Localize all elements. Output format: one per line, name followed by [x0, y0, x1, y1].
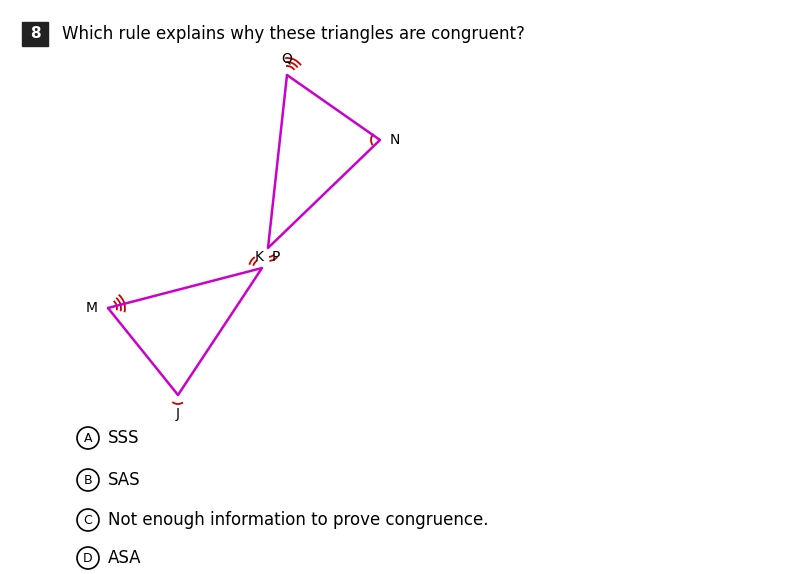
Text: C: C — [84, 514, 92, 526]
Text: 8: 8 — [30, 26, 40, 41]
Text: D: D — [83, 552, 93, 564]
Text: K: K — [255, 250, 264, 264]
Text: Which rule explains why these triangles are congruent?: Which rule explains why these triangles … — [62, 25, 525, 43]
Text: J: J — [176, 407, 180, 421]
Text: Q: Q — [282, 51, 293, 65]
Text: P: P — [272, 250, 280, 264]
Text: Not enough information to prove congruence.: Not enough information to prove congruen… — [108, 511, 489, 529]
Text: M: M — [86, 301, 98, 315]
FancyBboxPatch shape — [22, 22, 48, 46]
Text: ASA: ASA — [108, 549, 142, 567]
Text: SSS: SSS — [108, 429, 139, 447]
Text: A: A — [84, 432, 92, 444]
Text: B: B — [84, 474, 92, 487]
Text: SAS: SAS — [108, 471, 141, 489]
Text: N: N — [390, 133, 400, 147]
